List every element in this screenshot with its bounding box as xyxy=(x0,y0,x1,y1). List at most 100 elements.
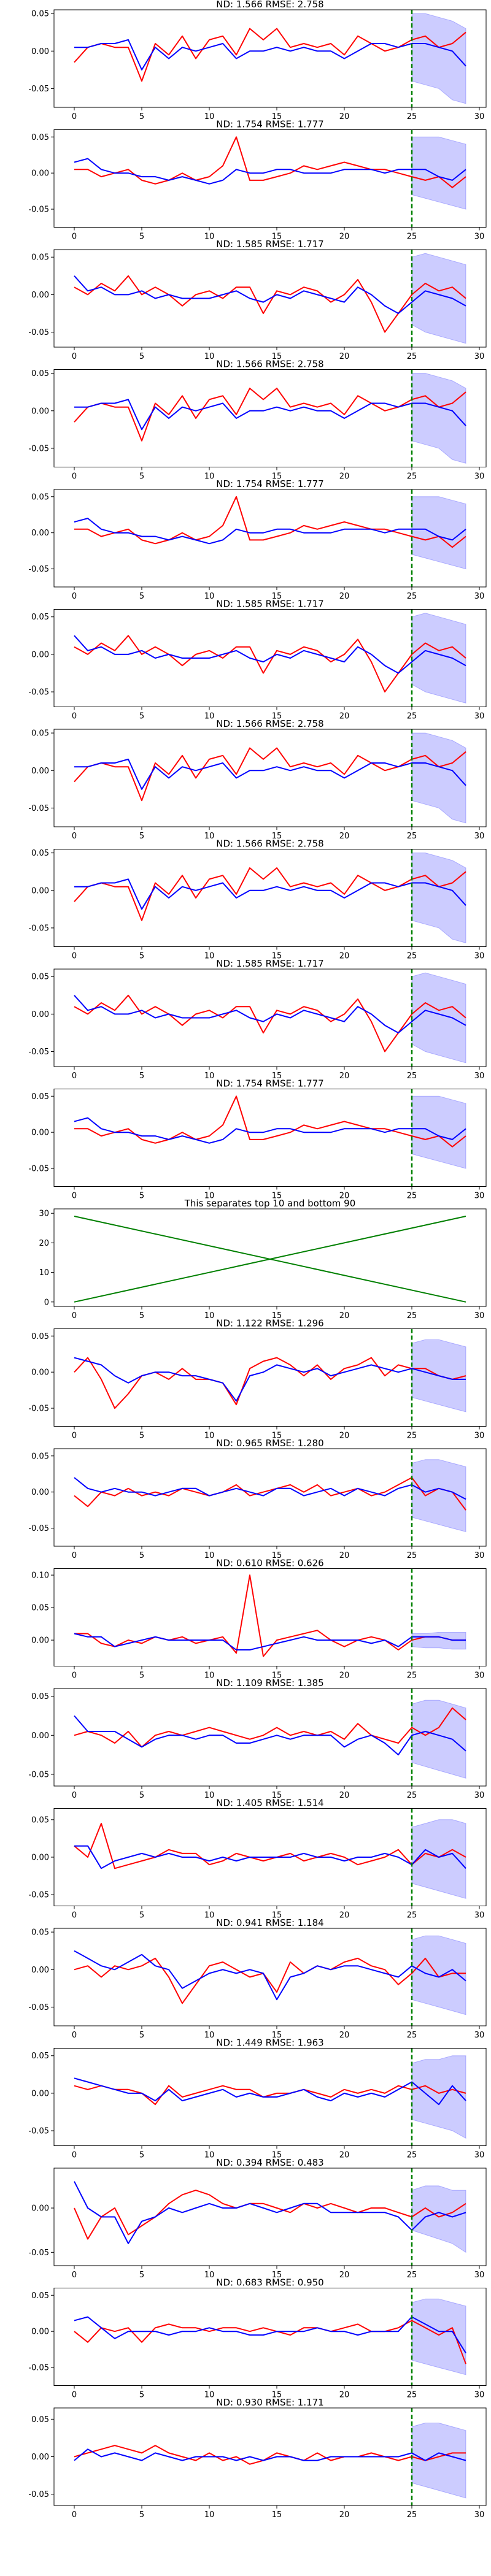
panel-title: ND: 0.965 RMSE: 1.280 xyxy=(216,1438,323,1449)
y-tick-label: 0.05 xyxy=(31,1092,49,1102)
x-tick-label: 5 xyxy=(139,232,144,242)
x-tick-label: 15 xyxy=(272,112,282,121)
x-tick-label: 30 xyxy=(474,832,485,841)
y-tick-label: 0.00 xyxy=(31,2328,49,2337)
x-tick-label: 15 xyxy=(272,2391,282,2400)
y-tick-label: 0.05 xyxy=(31,1692,49,1701)
panel-11: This separates top 10 and bottom 90 0 5 10 1… xyxy=(39,1198,487,1321)
confidence-band xyxy=(411,2185,466,2253)
x-tick-label: 5 xyxy=(139,472,144,481)
confidence-band xyxy=(411,13,466,104)
y-tick-label: -0.05 xyxy=(28,328,49,337)
x-tick-label: 25 xyxy=(407,232,417,242)
forecast-series-line xyxy=(74,1117,466,1144)
x-tick-label: 0 xyxy=(72,592,77,601)
x-tick-label: 15 xyxy=(272,2510,282,2520)
x-tick-label: 5 xyxy=(139,1791,144,1800)
x-tick-label: 30 xyxy=(474,712,485,721)
x-tick-label: 10 xyxy=(204,472,215,481)
x-tick-label: 10 xyxy=(204,1911,215,1920)
x-tick-label: 20 xyxy=(339,1791,350,1800)
x-tick-label: 10 xyxy=(204,1671,215,1681)
x-tick-label: 15 xyxy=(272,1071,282,1081)
panel-10: ND: 1.754 RMSE: 1.777 0 5 10 15 20 25 30 -0.05 0.… xyxy=(28,1078,487,1201)
x-tick-label: 25 xyxy=(407,352,417,361)
x-tick-label: 30 xyxy=(474,952,485,961)
panel-2: ND: 1.754 RMSE: 1.777 0 5 10 15 20 25 30 -0.05 0.… xyxy=(28,119,487,242)
x-tick-label: 15 xyxy=(272,592,282,601)
x-tick-label: 0 xyxy=(72,1192,77,1201)
x-tick-label: 5 xyxy=(139,1671,144,1681)
y-tick-label: 0.05 xyxy=(31,1604,49,1613)
x-tick-label: 30 xyxy=(474,2510,485,2520)
x-tick-label: 20 xyxy=(339,2510,350,2520)
x-tick-label: 10 xyxy=(204,2271,215,2280)
confidence-band xyxy=(411,853,466,944)
x-tick-label: 0 xyxy=(72,2031,77,2040)
y-tick-label: 0.00 xyxy=(31,1853,49,1863)
x-tick-label: 30 xyxy=(474,1911,485,1920)
x-tick-label: 10 xyxy=(204,232,215,242)
forecast-series-line xyxy=(74,2077,466,2106)
actual-series-line xyxy=(74,747,466,802)
actual-series-line xyxy=(74,275,466,333)
x-tick-label: 25 xyxy=(407,2510,417,2520)
panel-14: ND: 0.610 RMSE: 0.626 0 5 10 15 20 25 30 0.00 0.0… xyxy=(31,1558,487,1681)
x-tick-label: 0 xyxy=(72,1071,77,1081)
x-tick-label: 0 xyxy=(72,2391,77,2400)
x-tick-label: 15 xyxy=(272,1432,282,1441)
y-tick-label: 0.00 xyxy=(31,1636,49,1646)
x-tick-label: 0 xyxy=(72,2271,77,2280)
panel-title: ND: 0.683 RMSE: 0.950 xyxy=(216,2277,323,2288)
panel-17: ND: 0.941 RMSE: 1.184 0 5 10 15 20 25 30 -0.05 0.… xyxy=(28,1917,487,2040)
x-tick-label: 5 xyxy=(139,1311,144,1321)
x-tick-label: 10 xyxy=(204,832,215,841)
axes-frame xyxy=(53,1448,487,1547)
panel-6: ND: 1.585 RMSE: 1.717 0 5 10 15 20 25 30 -0.05 0.… xyxy=(28,599,487,721)
y-tick-label: 0.00 xyxy=(31,529,49,538)
x-tick-label: 5 xyxy=(139,112,144,121)
x-tick-label: 5 xyxy=(139,2271,144,2280)
x-tick-label: 30 xyxy=(474,1311,485,1321)
x-tick-label: 30 xyxy=(474,352,485,361)
x-tick-label: 5 xyxy=(139,592,144,601)
panel-title: This separates top 10 and bottom 90 xyxy=(184,1198,356,1209)
x-tick-label: 5 xyxy=(139,1432,144,1441)
forecast-series-line xyxy=(74,399,466,431)
y-tick-label: 0.05 xyxy=(31,133,49,142)
y-tick-label: 10 xyxy=(39,1268,49,1278)
axes-frame xyxy=(53,1688,487,1787)
x-tick-label: 0 xyxy=(72,712,77,721)
confidence-band xyxy=(411,1459,466,1533)
x-tick-label: 5 xyxy=(139,952,144,961)
y-tick-label: 0.00 xyxy=(31,1966,49,1975)
actual-series-line xyxy=(74,1957,466,2004)
axes-frame xyxy=(53,489,487,588)
actual-series-line xyxy=(74,635,466,692)
x-tick-label: 15 xyxy=(272,472,282,481)
axes-frame xyxy=(53,1568,487,1666)
x-tick-label: 10 xyxy=(204,352,215,361)
y-tick-label: 0.05 xyxy=(31,10,49,19)
x-tick-label: 20 xyxy=(339,1911,350,1920)
y-tick-label: 0.00 xyxy=(31,1129,49,1138)
x-tick-label: 25 xyxy=(407,1911,417,1920)
y-tick-label: 0.00 xyxy=(31,47,49,56)
actual-series-line xyxy=(74,1357,466,1409)
confidence-band xyxy=(411,1095,466,1169)
x-tick-label: 20 xyxy=(339,952,350,961)
y-tick-label: 0.05 xyxy=(31,253,49,263)
y-tick-label: -0.05 xyxy=(28,205,49,215)
panel-title: ND: 0.394 RMSE: 0.483 xyxy=(216,2157,323,2168)
panel-13: ND: 0.965 RMSE: 1.280 0 5 10 15 20 25 30 -0.05 0.… xyxy=(28,1438,487,1560)
y-tick-label: 0.00 xyxy=(31,2089,49,2098)
x-tick-label: 0 xyxy=(72,1791,77,1800)
x-tick-label: 30 xyxy=(474,2271,485,2280)
y-tick-label: 0.00 xyxy=(31,1368,49,1378)
confidence-band xyxy=(411,732,466,824)
x-tick-label: 25 xyxy=(407,1432,417,1441)
panel-8: ND: 1.566 RMSE: 2.758 0 5 10 15 20 25 30 -0.05 0.… xyxy=(28,838,487,961)
x-tick-label: 25 xyxy=(407,112,417,121)
y-tick-label: 0.00 xyxy=(31,291,49,300)
x-tick-label: 15 xyxy=(272,1911,282,1920)
